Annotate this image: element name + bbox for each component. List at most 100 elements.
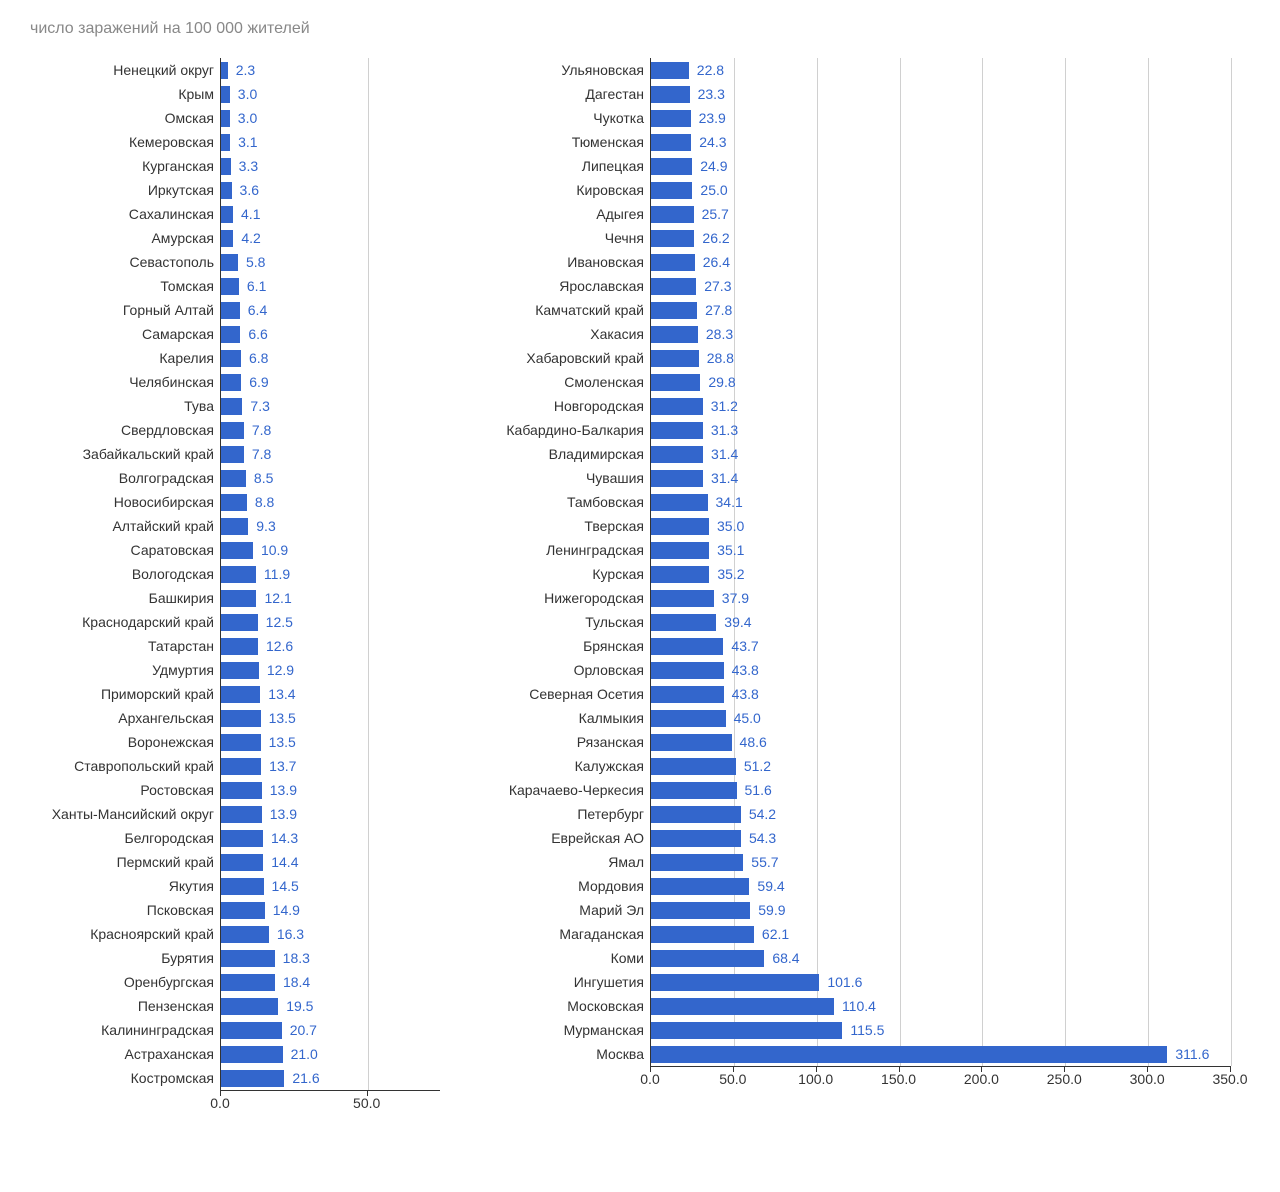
bar [651,830,741,847]
bar-row: 3.0 [221,82,440,106]
value-label: 21.0 [291,1046,318,1062]
bar-row: 13.9 [221,778,440,802]
bar-row: 6.4 [221,298,440,322]
bar-row: 10.9 [221,538,440,562]
bar [651,278,696,295]
value-label: 23.3 [698,86,725,102]
category-label: Горный Алтай [30,298,220,322]
category-label: Пермский край [30,850,220,874]
bar [221,854,263,871]
value-label: 10.9 [261,542,288,558]
bar [651,998,834,1015]
category-label: Забайкальский край [30,442,220,466]
bar [221,806,262,823]
bar-row: 7.8 [221,442,440,466]
bar [221,902,265,919]
value-label: 24.3 [699,134,726,150]
value-label: 101.6 [827,974,862,990]
value-label: 25.7 [702,206,729,222]
bar-row: 13.5 [221,730,440,754]
bar-row: 13.7 [221,754,440,778]
value-label: 8.5 [254,470,273,486]
bar [221,974,275,991]
value-label: 29.8 [708,374,735,390]
category-label: Кемеровская [30,130,220,154]
bar [221,518,248,535]
bar [221,62,228,79]
value-label: 22.8 [697,62,724,78]
bar [651,110,691,127]
bar-row: 13.5 [221,706,440,730]
category-label: Мурманская [480,1018,650,1042]
value-label: 27.3 [704,278,731,294]
value-label: 16.3 [277,926,304,942]
x-tick-label: 50.0 [719,1071,746,1087]
value-label: 28.8 [707,350,734,366]
bar-row: 12.1 [221,586,440,610]
value-label: 45.0 [734,710,761,726]
bar-row: 45.0 [651,706,1230,730]
bar-row: 18.3 [221,946,440,970]
bar [651,1046,1167,1063]
bar-row: 21.0 [221,1042,440,1066]
bar-row: 43.8 [651,682,1230,706]
category-label: Удмуртия [30,658,220,682]
bar [651,734,732,751]
value-label: 31.3 [711,422,738,438]
value-label: 3.0 [238,110,257,126]
bar-row: 54.2 [651,802,1230,826]
category-label: Якутия [30,874,220,898]
bar [221,302,240,319]
category-label: Смоленская [480,370,650,394]
bar [651,1022,842,1039]
category-label: Ненецкий округ [30,58,220,82]
category-label: Ханты-Мансийский округ [30,802,220,826]
category-label: Белгородская [30,826,220,850]
bar-row: 27.8 [651,298,1230,322]
bar [651,182,692,199]
bar [651,470,703,487]
bar-row: 48.6 [651,730,1230,754]
value-label: 12.6 [266,638,293,654]
value-label: 27.8 [705,302,732,318]
category-label: Приморский край [30,682,220,706]
bar-row: 18.4 [221,970,440,994]
bar [221,182,232,199]
bar-row: 24.9 [651,154,1230,178]
category-label: Карачаево-Черкесия [480,778,650,802]
category-label: Красноярский край [30,922,220,946]
value-label: 51.6 [745,782,772,798]
bar [651,758,736,775]
bar-row: 14.4 [221,850,440,874]
bar-row: 9.3 [221,514,440,538]
bar-row: 35.1 [651,538,1230,562]
category-label: Тува [30,394,220,418]
value-label: 31.2 [711,398,738,414]
value-label: 68.4 [772,950,799,966]
bar [221,998,278,1015]
value-label: 6.8 [249,350,268,366]
bar [651,494,708,511]
category-label: Калужская [480,754,650,778]
bar [221,686,260,703]
value-label: 54.2 [749,806,776,822]
value-label: 3.1 [238,134,257,150]
bar [221,158,231,175]
category-label: Московская [480,994,650,1018]
bar-row: 6.8 [221,346,440,370]
value-label: 13.5 [269,710,296,726]
category-label: Магаданская [480,922,650,946]
value-label: 4.1 [241,206,260,222]
bar [221,278,239,295]
value-label: 31.4 [711,470,738,486]
value-label: 34.1 [716,494,743,510]
bar [221,374,241,391]
bar [651,638,723,655]
value-label: 3.6 [240,182,259,198]
category-label: Самарская [30,322,220,346]
bar-row: 68.4 [651,946,1230,970]
category-label: Амурская [30,226,220,250]
category-label: Ульяновская [480,58,650,82]
value-label: 6.9 [249,374,268,390]
value-label: 7.8 [252,446,271,462]
